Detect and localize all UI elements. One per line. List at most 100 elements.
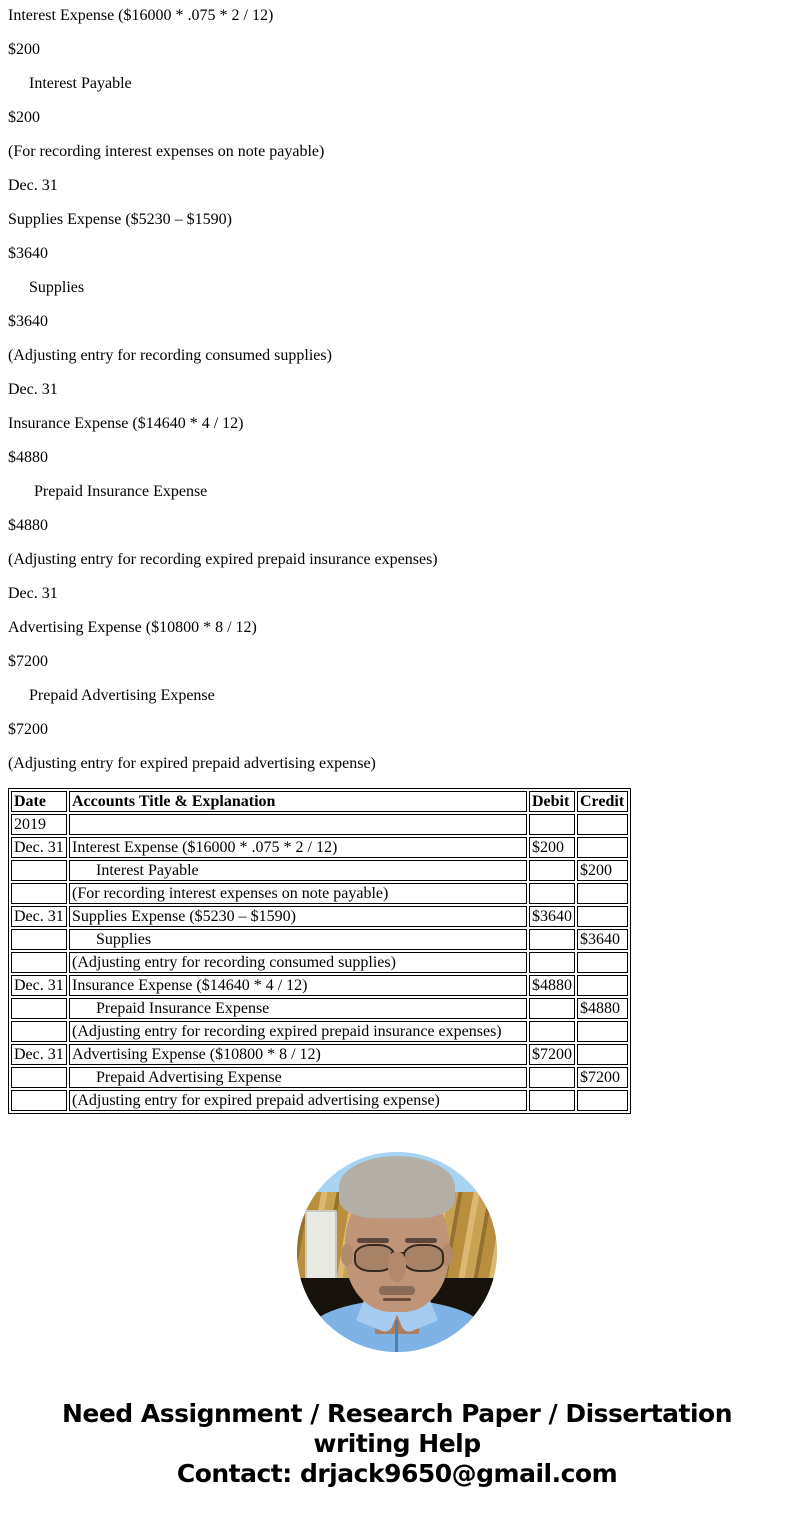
- cell-credit: [577, 1021, 628, 1042]
- table-row: Interest Payable $200: [11, 860, 628, 881]
- cell-account: Prepaid Advertising Expense: [69, 1067, 527, 1088]
- paragraph: $4880: [8, 517, 48, 534]
- cell-debit: $200: [529, 837, 575, 858]
- table-row: Dec. 31 Supplies Expense ($5230 – $1590) $…: [11, 906, 628, 927]
- cell-date: [11, 883, 67, 904]
- cell-credit: [577, 1090, 628, 1111]
- cell-debit: [529, 952, 575, 973]
- paragraph: Dec. 31: [8, 585, 58, 602]
- paragraph: $200: [8, 41, 40, 58]
- paragraph: $7200: [8, 721, 48, 738]
- cell-date: [11, 929, 67, 950]
- paragraph: $3640: [8, 245, 48, 262]
- table-row: Prepaid Advertising Expense $7200: [11, 1067, 628, 1088]
- table-row: Dec. 31 Insurance Expense ($14640 * 4 / 1…: [11, 975, 628, 996]
- footer-banner: Need Assignment / Research Paper / Disse…: [0, 1399, 794, 1489]
- cell-debit: $4880: [529, 975, 575, 996]
- paragraph: Dec. 31: [8, 381, 58, 398]
- cell-credit: $200: [577, 860, 628, 881]
- table-header-row: Date Accounts Title & Explanation Debit …: [11, 791, 628, 812]
- cell-credit: [577, 906, 628, 927]
- cell-credit: [577, 975, 628, 996]
- column-header-date: Date: [11, 791, 67, 812]
- cell-credit: $3640: [577, 929, 628, 950]
- footer-line-2: writing Help: [313, 1429, 481, 1458]
- cell-debit: [529, 883, 575, 904]
- journal-table: Date Accounts Title & Explanation Debit …: [8, 788, 631, 1114]
- cell-date: [11, 952, 67, 973]
- cell-debit: [529, 929, 575, 950]
- cell-account: Interest Expense ($16000 * .075 * 2 / 12…: [69, 837, 527, 858]
- footer-line-1: Need Assignment / Research Paper / Disse…: [61, 1399, 733, 1428]
- cell-debit: [529, 1021, 575, 1042]
- cell-account: (Adjusting entry for recording expired p…: [69, 1021, 527, 1042]
- paragraph: (Adjusting entry for expired prepaid adv…: [8, 755, 376, 772]
- table-row: (For recording interest expenses on note…: [11, 883, 628, 904]
- cell-credit: [577, 837, 628, 858]
- cell-date: Dec. 31: [11, 1044, 67, 1065]
- cell-account: (For recording interest expenses on note…: [69, 883, 527, 904]
- cell-debit: $3640: [529, 906, 575, 927]
- cell-debit: [529, 998, 575, 1019]
- cell-date: [11, 1090, 67, 1111]
- paragraph: Dec. 31: [8, 177, 58, 194]
- paragraph: Supplies: [29, 279, 85, 296]
- table-row: 2019: [11, 814, 628, 835]
- paragraph: Advertising Expense ($10800 * 8 / 12): [8, 619, 257, 636]
- cell-account: [69, 814, 527, 835]
- photo-glasses-right-lens: [403, 1244, 444, 1272]
- cell-date: [11, 1067, 67, 1088]
- cell-account: Interest Payable: [69, 860, 527, 881]
- column-header-debit: Debit: [529, 791, 575, 812]
- footer-contact-email: Contact: drjack9650@gmail.com: [176, 1459, 618, 1488]
- cell-account: (Adjusting entry for recording consumed …: [69, 952, 527, 973]
- column-header-credit: Credit: [577, 791, 628, 812]
- cell-credit: [577, 952, 628, 973]
- cell-account: (Adjusting entry for expired prepaid adv…: [69, 1090, 527, 1111]
- paragraph: $200: [8, 109, 40, 126]
- cell-date: 2019: [11, 814, 67, 835]
- cell-date: Dec. 31: [11, 837, 67, 858]
- table-row: Dec. 31 Interest Expense ($16000 * .075 *…: [11, 837, 628, 858]
- cell-debit: [529, 814, 575, 835]
- paragraph: Interest Payable: [29, 75, 132, 92]
- cell-account: Advertising Expense ($10800 * 8 / 12): [69, 1044, 527, 1065]
- cell-account: Prepaid Insurance Expense: [69, 998, 527, 1019]
- cell-debit: [529, 860, 575, 881]
- cell-debit: [529, 1090, 575, 1111]
- photo-nose: [388, 1252, 406, 1282]
- cell-account: Supplies: [69, 929, 527, 950]
- photo-ear-left: [341, 1244, 353, 1266]
- paragraph: Insurance Expense ($14640 * 4 / 12): [8, 415, 244, 432]
- table-row: Supplies $3640: [11, 929, 628, 950]
- table-row: Prepaid Insurance Expense $4880: [11, 998, 628, 1019]
- journal-entries-text: Interest Expense ($16000 * .075 * 2 / 12…: [8, 0, 786, 789]
- cell-debit: $7200: [529, 1044, 575, 1065]
- paragraph: $3640: [8, 313, 48, 330]
- cell-date: [11, 998, 67, 1019]
- table-row: (Adjusting entry for recording expired p…: [11, 1021, 628, 1042]
- cell-credit: $7200: [577, 1067, 628, 1088]
- paragraph: Supplies Expense ($5230 – $1590): [8, 211, 232, 228]
- photo-hair: [339, 1156, 455, 1218]
- photo-eyebrow-left: [357, 1238, 389, 1243]
- paragraph: (Adjusting entry for recording consumed …: [8, 347, 332, 364]
- tutor-photo: [297, 1152, 497, 1352]
- cell-date: [11, 860, 67, 881]
- photo-eyebrow-right: [405, 1238, 437, 1243]
- table-row: Dec. 31 Advertising Expense ($10800 * 8 /…: [11, 1044, 628, 1065]
- paragraph: Interest Expense ($16000 * .075 * 2 / 12…: [8, 7, 274, 24]
- table-row: (Adjusting entry for expired prepaid adv…: [11, 1090, 628, 1111]
- cell-credit: [577, 814, 628, 835]
- photo-mouth: [383, 1298, 411, 1301]
- cell-debit: [529, 1067, 575, 1088]
- paragraph: $7200: [8, 653, 48, 670]
- cell-credit: [577, 1044, 628, 1065]
- cell-date: [11, 1021, 67, 1042]
- journal-table-body: 2019 Dec. 31 Interest Expense ($16000 * .0…: [11, 814, 628, 1111]
- cell-date: Dec. 31: [11, 906, 67, 927]
- cell-credit: [577, 883, 628, 904]
- paragraph: Prepaid Advertising Expense: [29, 687, 215, 704]
- table-row: (Adjusting entry for recording consumed …: [11, 952, 628, 973]
